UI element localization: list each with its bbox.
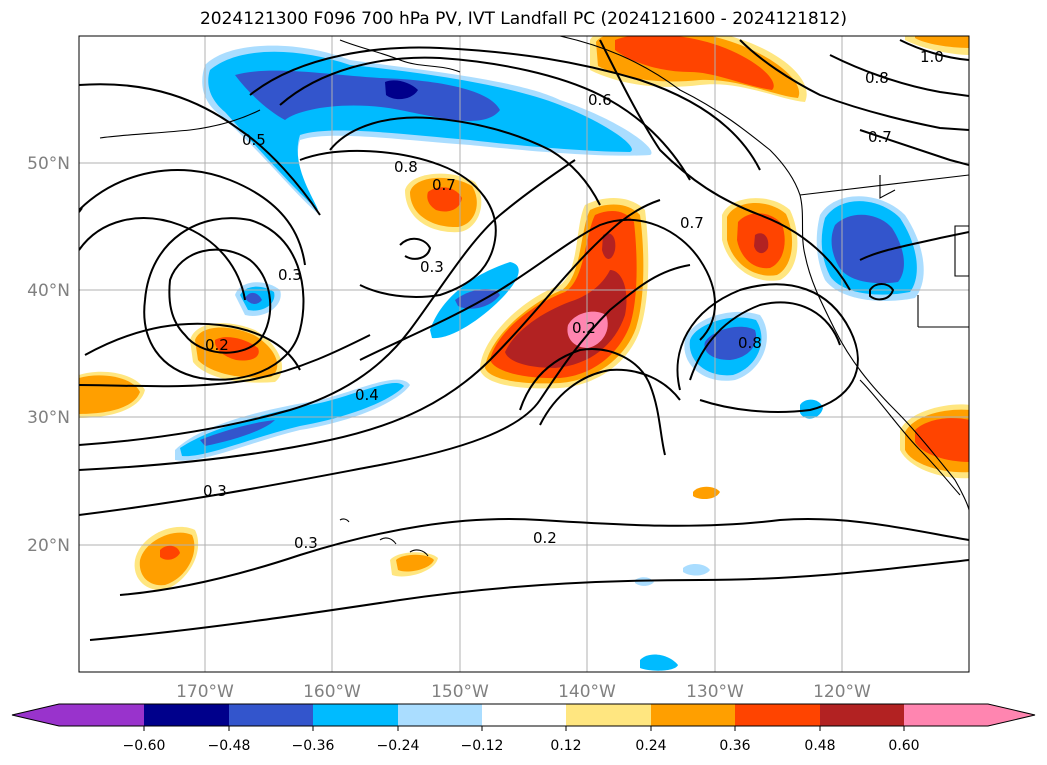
lon-label: 150°W — [431, 682, 489, 702]
shade-blue-mid-north — [235, 70, 500, 121]
colorbar-tick-label: 0.48 — [804, 738, 835, 754]
contour-label: 0.2 — [205, 336, 229, 354]
colorbar-extend-low — [12, 704, 59, 726]
shade-blue-dark-north — [385, 80, 418, 100]
contour-label: 0.3 — [278, 266, 302, 284]
contour-label: 0.8 — [394, 158, 418, 176]
contour-label: 0.8 — [865, 69, 889, 87]
lon-label: 160°W — [303, 682, 361, 702]
contour-label: 0.7 — [432, 176, 456, 194]
colorbar-bin — [313, 704, 398, 726]
lon-label: 130°W — [686, 682, 744, 702]
colorbar-tick-label: −0.48 — [208, 738, 251, 754]
map-plot-area: 1.0 0.8 0.6 0.5 0.8 0.7 0.7 0.3 0.3 0.2 … — [79, 36, 969, 672]
contour-label: 0.7 — [680, 214, 704, 232]
shade-dark-red-center-2 — [602, 233, 616, 259]
contour-labels: 1.0 0.8 0.6 0.5 0.8 0.7 0.7 0.3 0.3 0.2 … — [203, 48, 944, 552]
lat-label: 50°N — [27, 154, 70, 174]
lat-label: 40°N — [27, 281, 70, 301]
contour-label: 0.3 — [203, 482, 227, 500]
contour-label: 1.0 — [920, 48, 944, 66]
lon-label: 120°W — [813, 682, 871, 702]
ivt-contours — [79, 39, 969, 641]
colorbar-tick-label: −0.60 — [123, 738, 166, 754]
latitude-labels: 50°N 40°N 30°N 20°N — [27, 154, 70, 556]
colorbar-bin — [59, 704, 144, 726]
colorbar-bin — [398, 704, 482, 726]
shade-red-orange-168w — [214, 337, 259, 361]
contour-label: 0.4 — [355, 386, 379, 404]
colorbar-bin — [144, 704, 229, 726]
shade-red-orange-ne — [615, 36, 774, 90]
colorbar-bin — [229, 704, 313, 726]
colorbar-bin — [735, 704, 820, 726]
colorbar: −0.60 −0.48 −0.36 −0.24 −0.12 0.12 0.24 … — [11, 703, 1036, 754]
contour-label: 0.7 — [868, 128, 892, 146]
colorbar-extend-high — [988, 704, 1035, 726]
lon-label: 170°W — [176, 682, 234, 702]
coastlines — [99, 36, 969, 557]
lon-label: 140°W — [558, 682, 616, 702]
contour-label: 0.6 — [588, 91, 612, 109]
shade-orange-ne-corner — [915, 36, 969, 48]
shade-dark-red-127w — [754, 233, 769, 254]
colorbar-bin — [482, 704, 566, 726]
pv-anomaly-shading — [79, 36, 969, 671]
shade-pink-center — [567, 311, 608, 348]
shade-blue-mid-150w — [455, 288, 500, 309]
colorbar-tick-label: 0.24 — [635, 738, 666, 754]
shade-red-orange-172w — [160, 545, 180, 560]
contour-label: 0.8 — [738, 334, 762, 352]
shade-blue-small-2 — [640, 654, 678, 671]
shade-red-orange-mexico — [915, 418, 969, 462]
colorbar-tick-label: 0.36 — [719, 738, 750, 754]
colorbar-bin — [820, 704, 904, 726]
colorbar-outline — [11, 703, 1036, 727]
colorbar-tick-label: 0.60 — [888, 738, 919, 754]
shade-blue-small-3 — [683, 564, 710, 576]
contour-label: 0.2 — [572, 319, 596, 337]
shade-blue-mid-118w — [831, 214, 904, 284]
contour-label: 0.3 — [294, 534, 318, 552]
colorbar-tick-label: −0.24 — [377, 738, 420, 754]
longitude-labels: 170°W 160°W 150°W 140°W 130°W 120°W — [176, 682, 871, 702]
colorbar-bin — [904, 704, 988, 726]
shade-orange-small-132w — [693, 486, 720, 500]
contour-label: 0.5 — [242, 131, 266, 149]
map-frame — [78, 35, 970, 673]
shade-blue-mid-subtropic — [200, 420, 275, 446]
colorbar-ticks — [143, 726, 905, 731]
colorbar-tick-label: −0.12 — [461, 738, 504, 754]
colorbar-tick-label: 0.12 — [550, 738, 581, 754]
shade-red-orange-152w — [427, 187, 462, 212]
colorbar-bin — [566, 704, 651, 726]
colorbar-bin — [651, 704, 735, 726]
map-title: 2024121300 F096 700 hPa PV, IVT Landfall… — [199, 9, 847, 29]
contour-label: 0.2 — [533, 529, 557, 547]
lat-label: 20°N — [27, 536, 70, 556]
lat-label: 30°N — [27, 408, 70, 428]
shade-blue-mid-165w — [245, 292, 262, 304]
shade-blue-mid-130w — [704, 326, 757, 360]
contour-label: 0.3 — [420, 258, 444, 276]
colorbar-tick-label: −0.36 — [292, 738, 335, 754]
shade-orange-hawaii — [396, 554, 434, 572]
